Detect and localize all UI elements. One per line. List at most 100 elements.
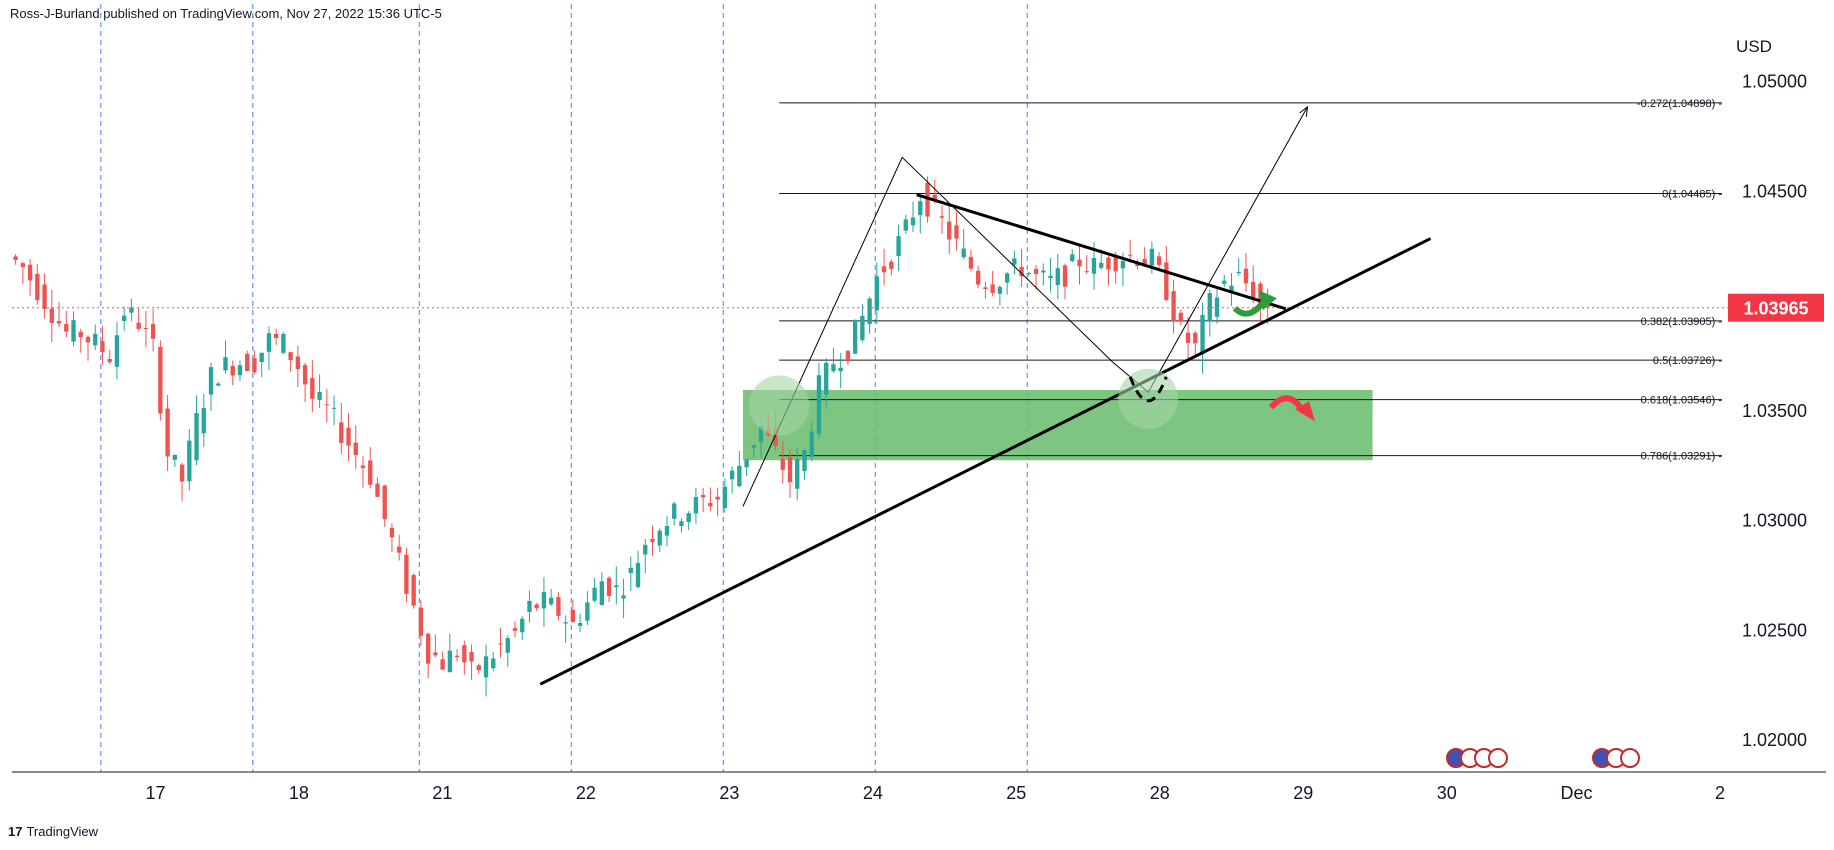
candle-body xyxy=(107,358,112,363)
x-tick-label: 21 xyxy=(432,783,452,803)
candle-body xyxy=(302,365,308,385)
candle-body xyxy=(664,525,670,536)
pattern xyxy=(742,106,1308,507)
candle-body xyxy=(1033,268,1039,274)
candle-body xyxy=(925,182,930,217)
candle-body xyxy=(223,357,228,371)
candle-body xyxy=(1149,248,1155,266)
candle-body xyxy=(968,256,974,269)
candle-body xyxy=(889,261,894,269)
candle-body xyxy=(252,358,257,373)
candle-body xyxy=(708,502,713,507)
candle-body xyxy=(1084,271,1089,273)
candle-body xyxy=(816,375,822,434)
candle-body xyxy=(1222,280,1227,284)
fib-level-label: 0.618(1.03546) - xyxy=(1641,395,1723,407)
candle-body xyxy=(447,650,453,673)
candle-body xyxy=(27,264,33,281)
candle-body xyxy=(1193,332,1198,344)
candle-body xyxy=(860,315,865,341)
candle-body xyxy=(64,324,69,332)
candle-body xyxy=(744,459,749,468)
candle-body xyxy=(947,221,952,240)
candle-body xyxy=(1026,273,1032,275)
fib-level-label: 0.5(1.03726) - xyxy=(1653,355,1722,367)
x-tick-label: 2 xyxy=(1715,783,1725,803)
tradingview-brand[interactable]: 17 TradingView xyxy=(8,824,98,839)
candle-body xyxy=(368,460,373,485)
x-tick-label: 23 xyxy=(719,783,739,803)
candle-body xyxy=(672,503,677,519)
candle-body xyxy=(201,407,206,434)
candle-body xyxy=(563,622,568,624)
candle-body xyxy=(230,366,235,376)
candle-body xyxy=(114,335,120,367)
candle-body xyxy=(722,486,728,508)
candle-body xyxy=(686,513,691,523)
candle-body xyxy=(1048,275,1053,279)
candle-body xyxy=(78,331,83,338)
candle-body xyxy=(954,225,959,239)
candle-body xyxy=(425,633,431,664)
candle-body xyxy=(1120,261,1126,269)
candle-body xyxy=(961,248,966,258)
x-tick-label: 22 xyxy=(576,783,596,803)
candle-body xyxy=(237,365,243,376)
candle-body xyxy=(273,333,279,339)
candle-body xyxy=(266,333,272,352)
candle-body xyxy=(498,643,503,645)
zone-circle-right xyxy=(1118,368,1179,429)
last-price-label: 1.03965 xyxy=(1743,299,1808,319)
candle-body xyxy=(440,659,445,670)
candle-body xyxy=(1041,270,1046,273)
y-tick-label: 1.04500 xyxy=(1742,181,1807,201)
candle-body xyxy=(13,256,18,260)
candle-body xyxy=(1113,256,1118,272)
y-tick-label: 1.05000 xyxy=(1742,71,1807,91)
candle-body xyxy=(932,194,937,200)
candle-body xyxy=(1156,256,1162,265)
x-tick-label: 30 xyxy=(1437,783,1457,803)
candle-body xyxy=(852,319,858,354)
candle-body xyxy=(389,527,395,538)
candle-body xyxy=(606,577,612,596)
candle-body xyxy=(1077,259,1082,267)
candle-body xyxy=(570,610,576,622)
candle-body xyxy=(476,665,481,671)
candle-body xyxy=(592,587,597,601)
candle-body xyxy=(42,284,47,310)
candle-body xyxy=(317,391,322,400)
candle-body xyxy=(353,442,358,456)
candle-body xyxy=(939,216,945,218)
candle-body xyxy=(1004,273,1010,283)
tradingview-label: TradingView xyxy=(26,824,99,839)
candle-body xyxy=(751,445,756,448)
candle-body xyxy=(1019,266,1024,277)
candle-body xyxy=(187,440,192,482)
candle-body xyxy=(541,591,547,609)
candle-body xyxy=(56,320,62,324)
candle-body xyxy=(780,458,785,470)
candle-body xyxy=(867,298,872,325)
candle-body xyxy=(295,356,301,370)
currency-label: USD xyxy=(1736,37,1772,56)
bullish-arrow-head xyxy=(1258,290,1277,311)
candle-body xyxy=(1243,268,1249,284)
candle-body xyxy=(657,530,662,546)
publisher-caption: Ross-J-Burland published on TradingView.… xyxy=(10,6,442,21)
last-price-badge xyxy=(1728,293,1824,322)
zone-circle-left xyxy=(749,375,810,436)
candle-body xyxy=(1142,258,1147,265)
candle-body xyxy=(976,270,981,285)
x-tick-label: 17 xyxy=(145,783,165,803)
candle-body xyxy=(1127,254,1133,256)
candle-body xyxy=(1012,258,1017,265)
candle-body xyxy=(997,286,1003,294)
fib-level-label: 0(1.04485) - xyxy=(1662,189,1722,201)
candle-body xyxy=(483,656,489,678)
candle-body xyxy=(679,521,684,527)
pattern-arrowhead xyxy=(1299,105,1309,117)
candle-body xyxy=(462,645,467,663)
candle-body xyxy=(795,459,800,489)
